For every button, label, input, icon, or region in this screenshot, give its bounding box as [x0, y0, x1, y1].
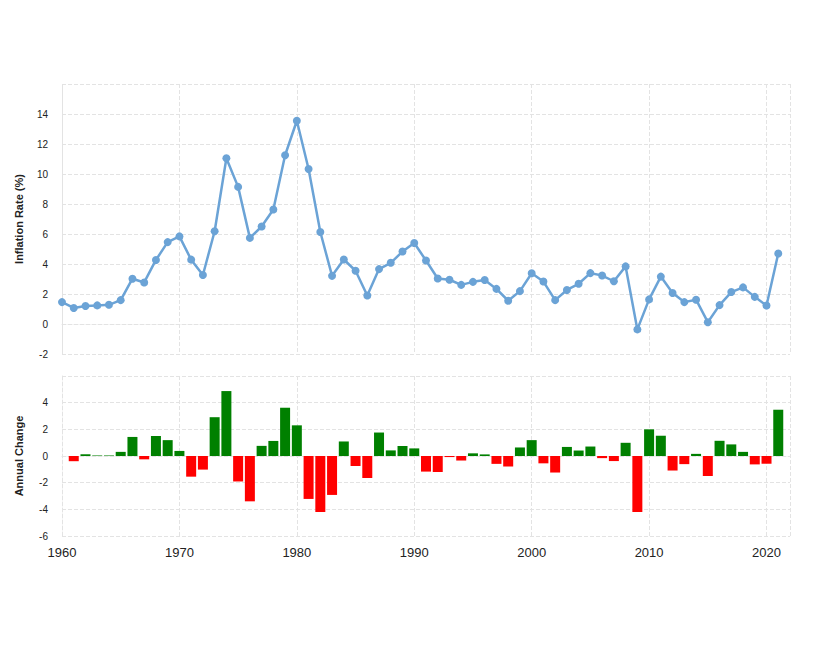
svg-text:1970: 1970	[165, 545, 194, 560]
svg-text:8: 8	[42, 199, 48, 210]
svg-text:1960: 1960	[48, 545, 77, 560]
svg-text:0: 0	[42, 319, 48, 330]
svg-text:4: 4	[42, 259, 48, 270]
svg-text:-6: -6	[39, 531, 48, 542]
svg-text:10: 10	[37, 169, 49, 180]
svg-text:1990: 1990	[400, 545, 429, 560]
svg-text:2000: 2000	[517, 545, 546, 560]
svg-text:2020: 2020	[752, 545, 781, 560]
svg-text:1980: 1980	[282, 545, 311, 560]
svg-text:Annual Change: Annual Change	[13, 416, 25, 497]
svg-text:2: 2	[42, 424, 48, 435]
svg-text:-2: -2	[39, 477, 48, 488]
svg-text:6: 6	[42, 229, 48, 240]
svg-text:0: 0	[42, 451, 48, 462]
svg-text:2010: 2010	[635, 545, 664, 560]
svg-text:4: 4	[42, 397, 48, 408]
svg-text:-2: -2	[39, 349, 48, 360]
svg-text:14: 14	[37, 109, 49, 120]
svg-text:Inflation Rate (%): Inflation Rate (%)	[13, 174, 25, 264]
svg-text:12: 12	[37, 139, 49, 150]
svg-text:2: 2	[42, 289, 48, 300]
svg-text:-4: -4	[39, 504, 48, 515]
